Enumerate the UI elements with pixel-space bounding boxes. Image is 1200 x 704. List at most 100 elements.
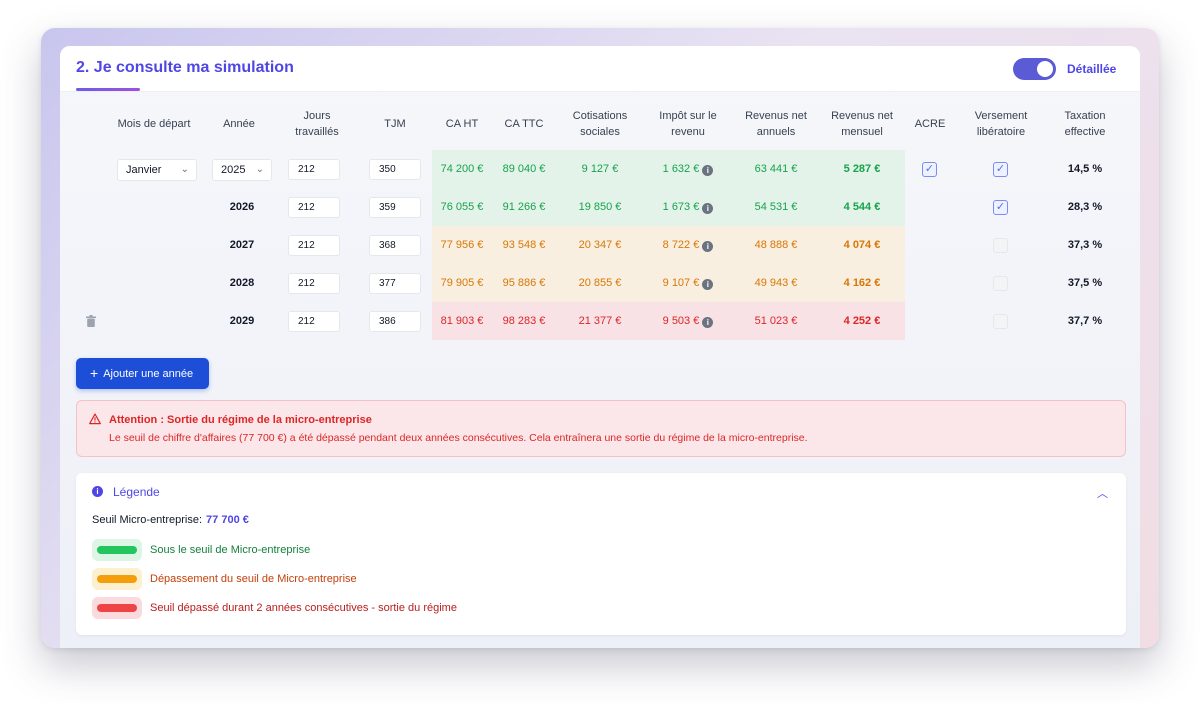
tjm-input[interactable]: 386 xyxy=(369,311,421,332)
info-icon[interactable]: i xyxy=(702,317,714,328)
legend-panel: i Légende ︿ Seuil Micro-entreprise: 77 70… xyxy=(76,473,1126,635)
seuil-row: Seuil Micro-entreprise: 77 700 € xyxy=(92,514,249,526)
tjm-input[interactable]: 377 xyxy=(369,273,421,294)
detail-toggle[interactable] xyxy=(1013,58,1056,80)
impot-value: 1 632 € xyxy=(662,163,700,175)
year-value: 2028 xyxy=(229,277,255,289)
versement-checkbox[interactable] xyxy=(993,238,1008,253)
net-mensuel-value: 4 544 € xyxy=(843,201,881,213)
legend-title[interactable]: Légende xyxy=(113,485,160,499)
page-title: 2. Je consulte ma simulation xyxy=(76,59,294,76)
legend-label: Sous le seuil de Micro-entreprise xyxy=(150,544,311,556)
alert-text: Le seuil de chiffre d'affaires (77 700 €… xyxy=(109,432,808,444)
warning-triangle-icon xyxy=(89,413,101,425)
ca-ht-value: 74 200 € xyxy=(440,163,484,175)
impot-value: 9 503 € xyxy=(662,315,700,327)
versement-checkbox[interactable] xyxy=(993,276,1008,291)
chevron-down-icon: ⌄ xyxy=(255,164,264,175)
window-frame: 2. Je consulte ma simulation Détaillée M… xyxy=(41,28,1159,648)
taxation-value: 14,5 % xyxy=(1067,163,1103,175)
cotisations-value: 20 855 € xyxy=(578,277,622,289)
chevron-up-icon[interactable]: ︿ xyxy=(1097,488,1108,500)
chevron-down-icon: ⌄ xyxy=(180,164,189,175)
impot-cell: 9 503 € i xyxy=(646,302,730,340)
jours-input[interactable]: 212 xyxy=(288,197,340,218)
row-status-band xyxy=(432,226,905,264)
simulation-card: 2. Je consulte ma simulation Détaillée M… xyxy=(60,46,1140,648)
info-icon[interactable]: i xyxy=(702,203,714,214)
add-year-button[interactable]: + Ajouter une année xyxy=(76,358,209,389)
impot-value: 8 722 € xyxy=(662,239,700,251)
warning-alert: Attention : Sortie du régime de la micro… xyxy=(76,400,1126,457)
net-mensuel-value: 4 252 € xyxy=(843,315,881,327)
acre-checkbox[interactable]: ✓ xyxy=(922,162,937,177)
title-underline xyxy=(76,88,140,91)
info-icon[interactable]: i xyxy=(702,241,714,252)
col-ca-ttc: CA TTC xyxy=(504,118,544,130)
table-row: 2026 212 359 76 055 € 91 266 € 19 850 € … xyxy=(60,188,1140,226)
info-icon: i xyxy=(92,486,103,497)
jours-input[interactable]: 212 xyxy=(288,159,340,180)
jours-input[interactable]: 212 xyxy=(288,311,340,332)
start-month-select[interactable]: Janvier ⌄ xyxy=(117,159,197,181)
net-annuel-value: 48 888 € xyxy=(754,239,798,251)
jours-input[interactable]: 212 xyxy=(288,273,340,294)
tjm-input[interactable]: 368 xyxy=(369,235,421,256)
info-icon[interactable]: i xyxy=(702,279,714,290)
legend-swatch xyxy=(92,597,142,619)
col-acre: ACRE xyxy=(914,118,946,130)
row-status-band xyxy=(432,302,905,340)
versement-checkbox[interactable]: ✓ xyxy=(993,200,1008,215)
net-annuel-value: 63 441 € xyxy=(754,163,798,175)
table-row: 2029 212 386 81 903 € 98 283 € 21 377 € … xyxy=(60,302,1140,340)
net-annuel-value: 51 023 € xyxy=(754,315,798,327)
col-tjm: TJM xyxy=(384,118,406,130)
versement-checkbox[interactable] xyxy=(993,314,1008,329)
net-annuel-value: 49 943 € xyxy=(754,277,798,289)
table-row: Janvier ⌄ 2025 ⌄ 212 350 74 200 € 89 040… xyxy=(60,150,1140,188)
ca-ht-value: 79 905 € xyxy=(440,277,484,289)
cotisations-value: 21 377 € xyxy=(578,315,622,327)
taxation-value: 37,7 % xyxy=(1067,315,1103,327)
card-header: 2. Je consulte ma simulation Détaillée xyxy=(60,46,1140,92)
net-annuel-value: 54 531 € xyxy=(754,201,798,213)
legend-swatch-bar xyxy=(97,546,137,554)
ca-ht-value: 77 956 € xyxy=(440,239,484,251)
impot-cell: 1 632 € i xyxy=(646,150,730,188)
row-status-band xyxy=(432,264,905,302)
col-annee: Année xyxy=(223,118,255,130)
year-value: 2027 xyxy=(229,239,255,251)
year-value: 2029 xyxy=(229,315,255,327)
impot-cell: 8 722 € i xyxy=(646,226,730,264)
info-icon[interactable]: i xyxy=(702,165,714,176)
add-year-label: Ajouter une année xyxy=(103,368,194,380)
jours-input[interactable]: 212 xyxy=(288,235,340,256)
table-row: 2028 212 377 79 905 € 95 886 € 20 855 € … xyxy=(60,264,1140,302)
row-status-band xyxy=(432,150,905,188)
row-status-band xyxy=(432,188,905,226)
cotisations-value: 9 127 € xyxy=(581,163,619,175)
impot-value: 1 673 € xyxy=(662,201,700,213)
legend-swatch xyxy=(92,539,142,561)
impot-cell: 1 673 € i xyxy=(646,188,730,226)
year-select[interactable]: 2025 ⌄ xyxy=(212,159,272,181)
col-jours: Jours travaillés xyxy=(295,110,339,138)
ca-ht-value: 81 903 € xyxy=(440,315,484,327)
toggle-knob xyxy=(1037,61,1053,77)
legend-label: Seuil dépassé durant 2 années consécutiv… xyxy=(150,602,457,614)
taxation-value: 28,3 % xyxy=(1067,201,1103,213)
ca-ttc-value: 98 283 € xyxy=(502,315,546,327)
ca-ttc-value: 95 886 € xyxy=(502,277,546,289)
net-mensuel-value: 5 287 € xyxy=(843,163,881,175)
col-versement: Versement libératoire xyxy=(974,110,1028,138)
versement-checkbox[interactable]: ✓ xyxy=(993,162,1008,177)
legend-swatch-bar xyxy=(97,575,137,583)
col-taxation: Taxation effective xyxy=(1064,110,1106,138)
alert-title: Attention : Sortie du régime de la micro… xyxy=(109,414,372,426)
tjm-input[interactable]: 359 xyxy=(369,197,421,218)
seuil-label: Seuil Micro-entreprise: xyxy=(92,514,203,526)
trash-icon[interactable] xyxy=(86,315,96,327)
ca-ht-value: 76 055 € xyxy=(440,201,484,213)
col-mois: Mois de départ xyxy=(117,118,191,130)
tjm-input[interactable]: 350 xyxy=(369,159,421,180)
